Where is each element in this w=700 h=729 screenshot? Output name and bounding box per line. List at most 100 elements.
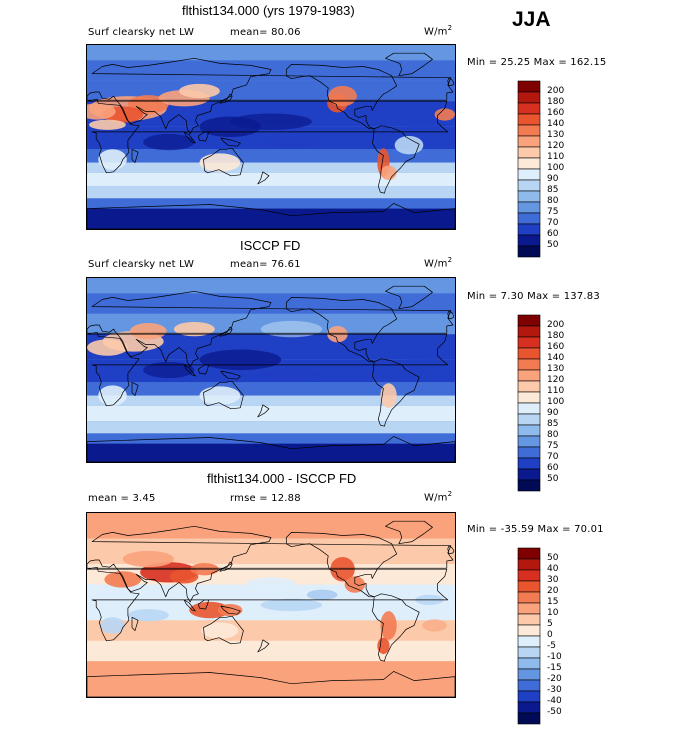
colorbar-swatch xyxy=(517,146,541,159)
colorbar-swatch xyxy=(517,201,541,214)
field-region xyxy=(380,383,397,408)
field-band xyxy=(87,45,455,61)
panel-1-minmax: Min = 25.25 Max = 162.15 xyxy=(467,57,607,68)
colorbar-svg xyxy=(517,80,541,258)
coastline-uk xyxy=(447,545,455,555)
panel-1-field-label: Surf clearsky net LW xyxy=(88,27,195,38)
colorbar-swatch xyxy=(517,580,541,593)
colorbar-tick-label: 70 xyxy=(547,218,559,228)
field-region xyxy=(405,355,443,368)
field-region xyxy=(434,108,455,121)
colorbar-tick-label: 200 xyxy=(547,320,565,330)
field-band xyxy=(87,172,455,187)
colorbar-swatch xyxy=(517,325,541,338)
panel-3-rmse: rmse = 12.88 xyxy=(230,493,301,504)
field-region xyxy=(87,339,128,356)
colorbar-tick-label: 20 xyxy=(547,586,559,596)
field-region xyxy=(104,571,142,588)
colorbar-tick-label: 100 xyxy=(547,163,565,173)
panel-3-map xyxy=(86,512,456,698)
colorbar-swatch xyxy=(517,435,541,448)
colorbar-swatch xyxy=(517,380,541,393)
panel-2-mean: mean= 76.61 xyxy=(230,259,301,270)
colorbar-swatch xyxy=(517,668,541,681)
field-band xyxy=(87,433,455,444)
field-region xyxy=(328,85,357,107)
field-region xyxy=(199,116,261,137)
colorbar-swatch xyxy=(517,179,541,192)
colorbar-swatch xyxy=(517,102,541,115)
coastline-nz xyxy=(257,171,270,185)
coastline-sumatra xyxy=(183,599,196,612)
coastline-antarctica xyxy=(87,436,455,462)
colorbar-tick-label: 40 xyxy=(547,564,559,574)
coastline-samerica xyxy=(371,358,420,427)
colorbar-tick-label: 60 xyxy=(547,229,559,239)
field-region xyxy=(122,550,174,568)
coastline-samerica xyxy=(371,593,420,662)
coastline-australia xyxy=(203,147,244,177)
field-region xyxy=(89,119,126,130)
colorbar-tick-label: -50 xyxy=(547,707,562,717)
coastline-ngunea xyxy=(220,137,241,147)
panel-2-title: ISCCP FD xyxy=(240,238,301,253)
map-svg xyxy=(87,513,455,697)
colorbar-swatch xyxy=(517,679,541,692)
colorbar-tick-label: -5 xyxy=(547,641,556,651)
coastline-australia xyxy=(203,615,244,645)
field-region xyxy=(260,320,323,338)
field-band xyxy=(87,382,455,396)
field-region xyxy=(129,322,167,340)
panel-1-colorbar: 200 180 160 140 130 120 110 100 90 85 80 75 70 60 50 xyxy=(517,80,564,262)
colorbar-tick-label: 75 xyxy=(547,441,559,451)
colorbar-tick-label: 120 xyxy=(547,375,565,385)
colorbar-swatch xyxy=(517,558,541,571)
field-band xyxy=(87,405,455,422)
field-band xyxy=(87,208,455,229)
field-band xyxy=(87,620,455,641)
field-region xyxy=(217,603,243,617)
colorbar-swatch xyxy=(517,358,541,371)
colorbar-tick-label: 110 xyxy=(547,152,565,162)
field-region xyxy=(179,83,220,99)
field-band xyxy=(87,278,455,294)
colorbar-tick-label: -15 xyxy=(547,663,562,673)
colorbar-tick-label: 75 xyxy=(547,207,559,217)
colorbar-swatch xyxy=(517,234,541,247)
coastline-greenland xyxy=(385,520,433,545)
panel-1-title: flthist134.000 (yrs 1979-1983) xyxy=(182,3,355,18)
colorbar-tick-label: 180 xyxy=(547,331,565,341)
coastline-japan xyxy=(219,326,233,337)
field-band xyxy=(87,395,455,406)
panel-2-minmax: Min = 7.30 Max = 137.83 xyxy=(467,291,600,302)
colorbar-tick-label: 5 xyxy=(547,619,553,629)
colorbar-swatch xyxy=(517,190,541,203)
panel-1-units: W/m2 xyxy=(424,24,453,38)
colorbar-swatch xyxy=(517,468,541,481)
field-region xyxy=(189,601,231,619)
coastline-nz xyxy=(257,639,270,653)
colorbar-tick-label: 90 xyxy=(547,408,559,418)
season-label: JJA xyxy=(512,8,551,31)
coastline-greenland xyxy=(385,52,433,77)
field-region xyxy=(260,598,323,612)
colorbar-swatch xyxy=(517,113,541,126)
field-band xyxy=(87,421,455,434)
colorbar-swatch xyxy=(517,336,541,349)
coastline-borneo xyxy=(198,599,209,610)
colorbar-tick-label: 110 xyxy=(547,386,565,396)
colorbar-swatch xyxy=(517,402,541,415)
coastline-namerica xyxy=(285,532,398,598)
coastline-uk xyxy=(447,310,455,320)
coastline-eurasia xyxy=(87,290,454,368)
coastline-borneo xyxy=(198,364,209,375)
colorbar-tick-label: 30 xyxy=(547,575,559,585)
colorbar-tick-label: 200 xyxy=(547,86,565,96)
colorbar-swatch xyxy=(517,168,541,181)
colorbar-swatch xyxy=(517,413,541,426)
colorbar-swatch xyxy=(517,223,541,236)
coastline-japan xyxy=(219,561,233,572)
colorbar-swatch xyxy=(517,701,541,714)
field-region xyxy=(344,576,366,593)
colorbar-swatch xyxy=(517,624,541,637)
